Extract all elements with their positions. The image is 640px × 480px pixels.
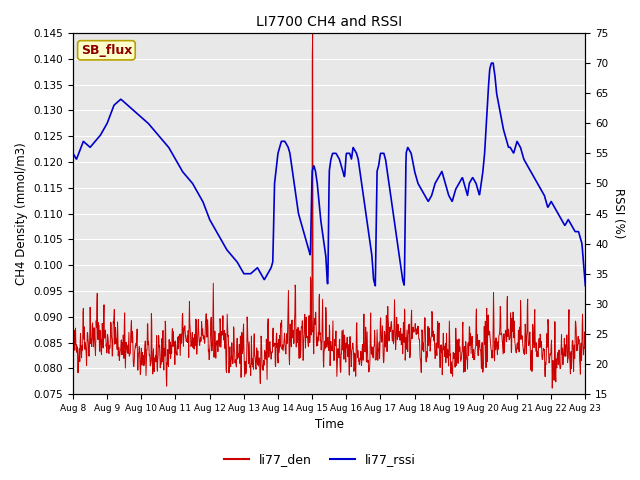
X-axis label: Time: Time — [315, 419, 344, 432]
li77_den — [521, 335, 529, 341]
li77_den — [476, 337, 483, 343]
li77_den — [183, 338, 191, 344]
li77_rssi — [183, 174, 191, 180]
li77_rssi — [241, 271, 248, 276]
Y-axis label: RSSI (%): RSSI (%) — [612, 188, 625, 239]
Y-axis label: CH4 Density (mmol/m3): CH4 Density (mmol/m3) — [15, 142, 28, 285]
Title: LI7700 CH4 and RSSI: LI7700 CH4 and RSSI — [256, 15, 403, 29]
li77_rssi — [488, 60, 495, 66]
Text: SB_flux: SB_flux — [81, 44, 132, 57]
li77_den — [69, 337, 77, 343]
li77_den — [548, 385, 556, 391]
li77_den — [308, 30, 316, 36]
li77_den — [241, 362, 248, 368]
li77_rssi — [582, 283, 589, 288]
li77_den — [409, 325, 417, 331]
Line: li77_den: li77_den — [73, 33, 586, 388]
li77_rssi — [408, 156, 416, 162]
li77_rssi — [476, 192, 483, 198]
Line: li77_rssi: li77_rssi — [73, 63, 586, 286]
li77_rssi — [521, 158, 529, 164]
li77_den — [582, 336, 589, 341]
li77_den — [171, 344, 179, 350]
li77_rssi — [69, 150, 77, 156]
Legend: li77_den, li77_rssi: li77_den, li77_rssi — [219, 448, 421, 471]
li77_rssi — [171, 155, 179, 160]
